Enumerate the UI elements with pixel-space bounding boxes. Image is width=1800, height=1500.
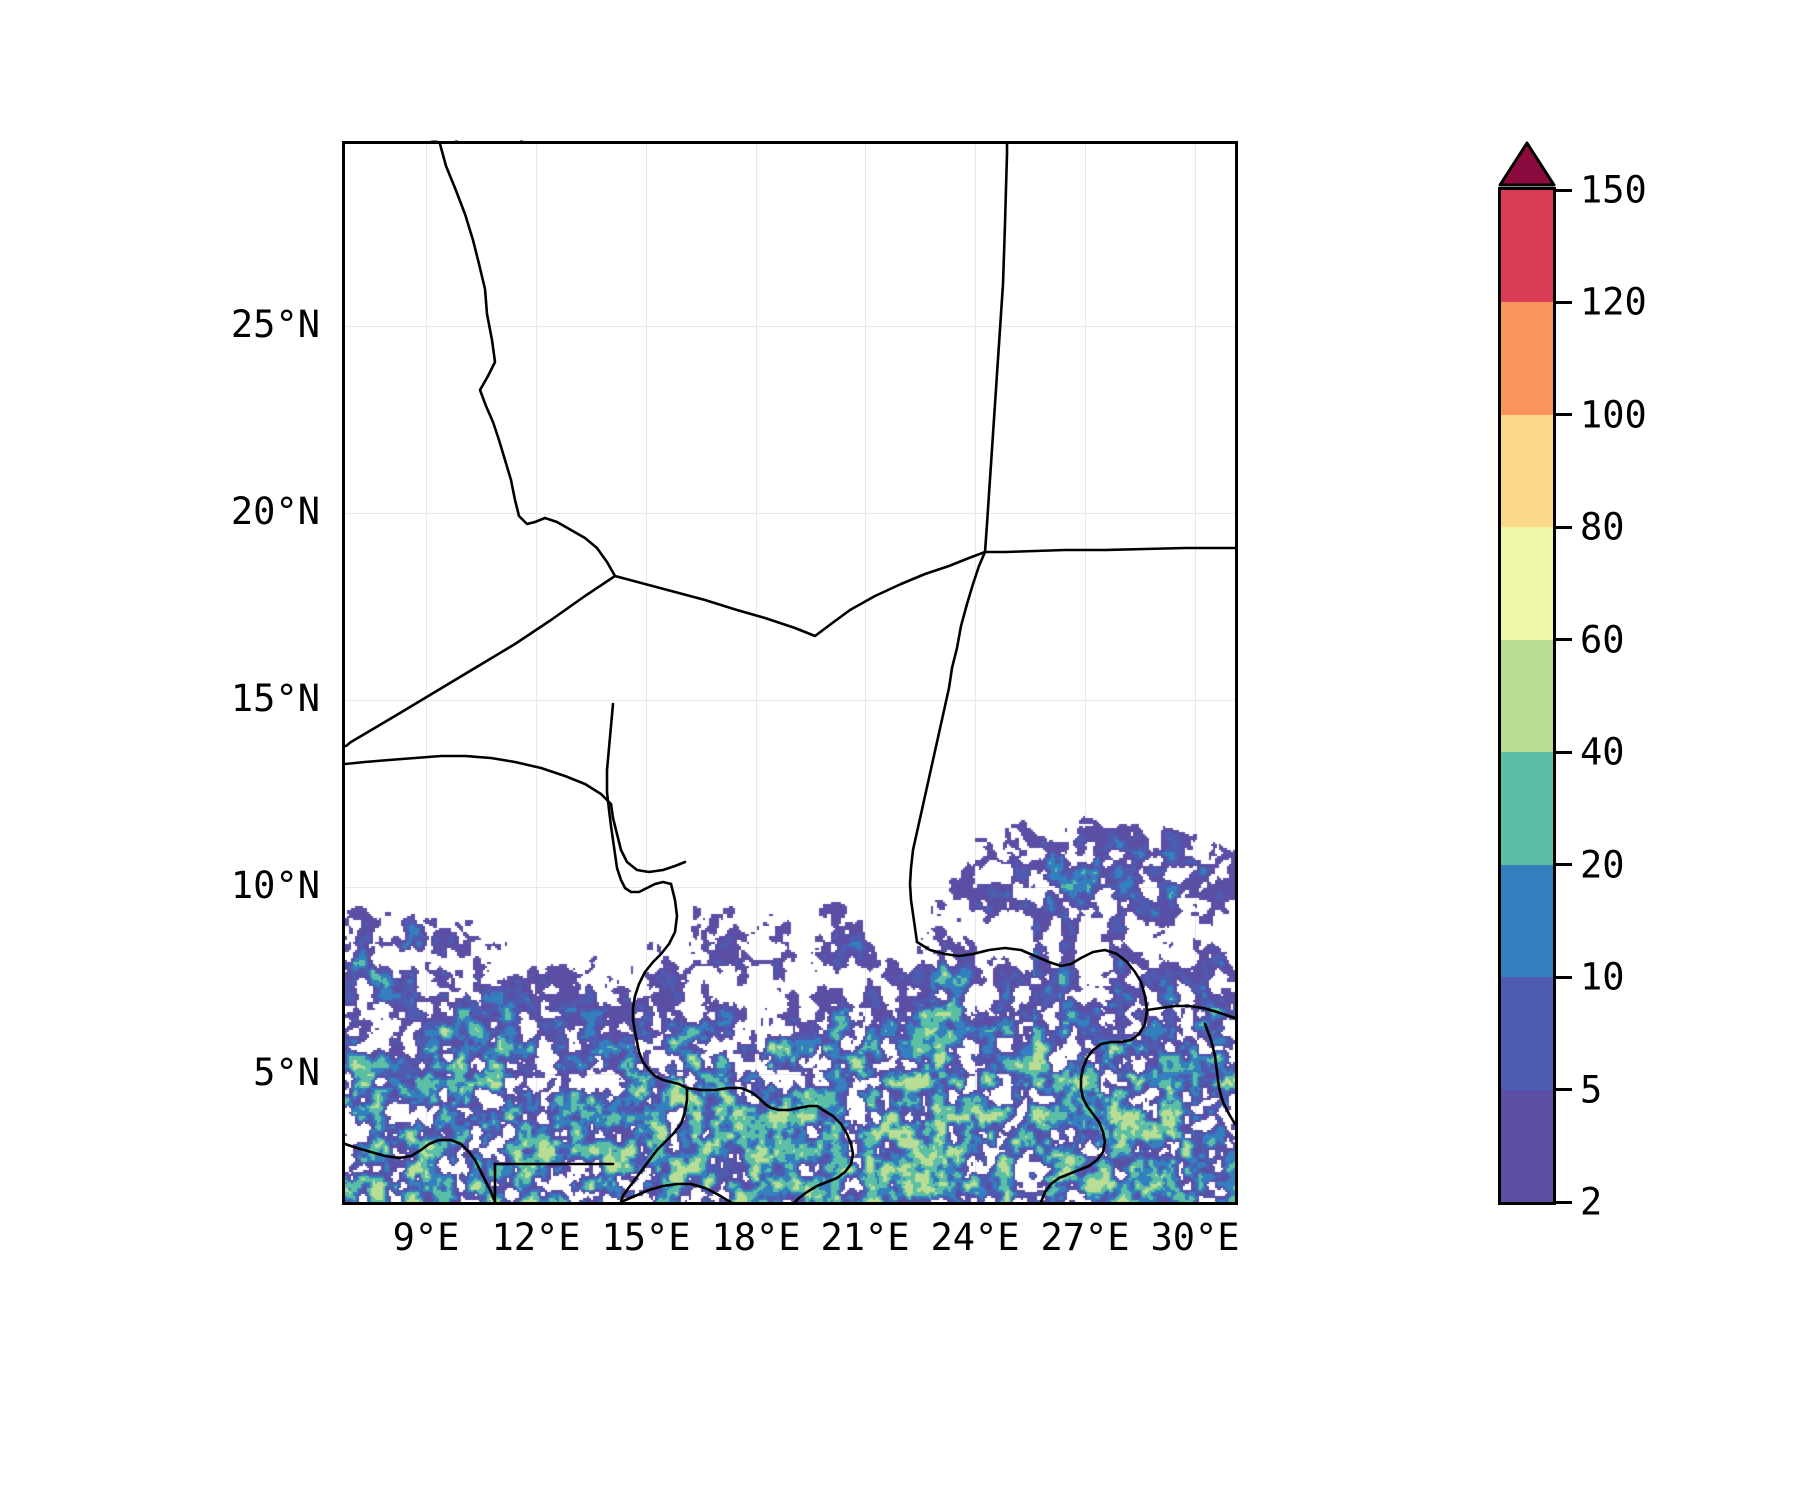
- border-segment-19: [1039, 980, 1149, 1202]
- colorbar-tick-10: [1556, 975, 1572, 979]
- colorbar-label-2: 2: [1580, 1180, 1603, 1224]
- rainfall-shading-layer: [345, 144, 1235, 1202]
- border-segment-10: [611, 816, 687, 874]
- country-borders-layer: [345, 144, 1235, 1202]
- xtick-label-15E: 15°E: [601, 1216, 691, 1259]
- ytick-label-5N: 5°N: [253, 1051, 320, 1094]
- xtick-label-24E: 24°E: [930, 1216, 1020, 1259]
- border-segment-14: [345, 1138, 497, 1202]
- xtick-label-27E: 27°E: [1040, 1216, 1130, 1259]
- border-segment-4: [983, 144, 1009, 554]
- border-segment-5: [983, 546, 1235, 554]
- colorbar-label-40: 40: [1580, 730, 1625, 774]
- border-segment-3: [613, 550, 987, 638]
- map-plot-area: [345, 144, 1235, 1202]
- colorbar-band-2-5: [1501, 1089, 1553, 1202]
- xtick-label-18E: 18°E: [711, 1216, 801, 1259]
- colorbar-band-80-100: [1501, 414, 1553, 528]
- xtick-label-9E: 9°E: [392, 1216, 460, 1259]
- colorbar-band-100-120: [1501, 302, 1553, 415]
- colorbar-tick-100: [1556, 413, 1572, 417]
- colorbar-tick-2: [1556, 1200, 1572, 1204]
- border-segment-17: [619, 1182, 733, 1202]
- border-segment-7: [915, 940, 1143, 984]
- colorbar-label-80: 80: [1580, 505, 1625, 549]
- colorbar-label-60: 60: [1580, 618, 1625, 662]
- xtick-label-30E: 30°E: [1150, 1216, 1240, 1259]
- colorbar-gradient-body: [1498, 187, 1556, 1205]
- border-segment-2: [345, 574, 617, 748]
- ytick-label-20N: 20°N: [230, 490, 320, 533]
- border-segment-1: [438, 144, 617, 578]
- colorbar-tick-20: [1556, 863, 1572, 867]
- border-segment-6: [908, 550, 987, 944]
- ytick-label-15N: 15°N: [230, 677, 320, 720]
- colorbar-band-10-20: [1501, 864, 1553, 978]
- colorbar-extend-arrow: [1498, 141, 1556, 187]
- colorbar-band-60-80: [1501, 527, 1553, 640]
- map-axes: [342, 141, 1238, 1205]
- colorbar: 2 5 10 20 40 60 80 100 120 150: [1498, 141, 1647, 1224]
- colorbar-band-120-150: [1501, 190, 1553, 303]
- border-segment-21: [1203, 1022, 1235, 1126]
- border-segment-11: [631, 882, 689, 1090]
- border-segment-20: [1145, 1004, 1235, 1020]
- colorbar-tick-40: [1556, 750, 1572, 754]
- colorbar-label-10: 10: [1580, 955, 1625, 999]
- colorbar-band-40-60: [1501, 639, 1553, 753]
- ytick-label-10N: 10°N: [230, 864, 320, 907]
- colorbar-tick-150: [1556, 188, 1572, 192]
- border-segment-13: [619, 1086, 689, 1202]
- colorbar-label-5: 5: [1580, 1068, 1603, 1112]
- border-segment-9: [345, 754, 615, 820]
- border-segment-18: [793, 1108, 855, 1202]
- colorbar-label-20: 20: [1580, 843, 1625, 887]
- colorbar-label-120: 120: [1580, 280, 1647, 324]
- colorbar-label-150: 150: [1580, 168, 1647, 212]
- xtick-label-21E: 21°E: [820, 1216, 910, 1259]
- xtick-label-12E: 12°E: [491, 1216, 581, 1259]
- ytick-label-25N: 25°N: [230, 303, 320, 346]
- border-segment-12: [685, 1086, 825, 1112]
- colorbar-tick-120: [1556, 300, 1572, 304]
- border-segment-8: [605, 702, 673, 894]
- colorbar-tick-60: [1556, 638, 1572, 642]
- colorbar-tick-80: [1556, 525, 1572, 529]
- colorbar-band-5-10: [1501, 977, 1553, 1090]
- colorbar-tick-5: [1556, 1088, 1572, 1092]
- colorbar-band-20-40: [1501, 752, 1553, 865]
- colorbar-label-100: 100: [1580, 393, 1647, 437]
